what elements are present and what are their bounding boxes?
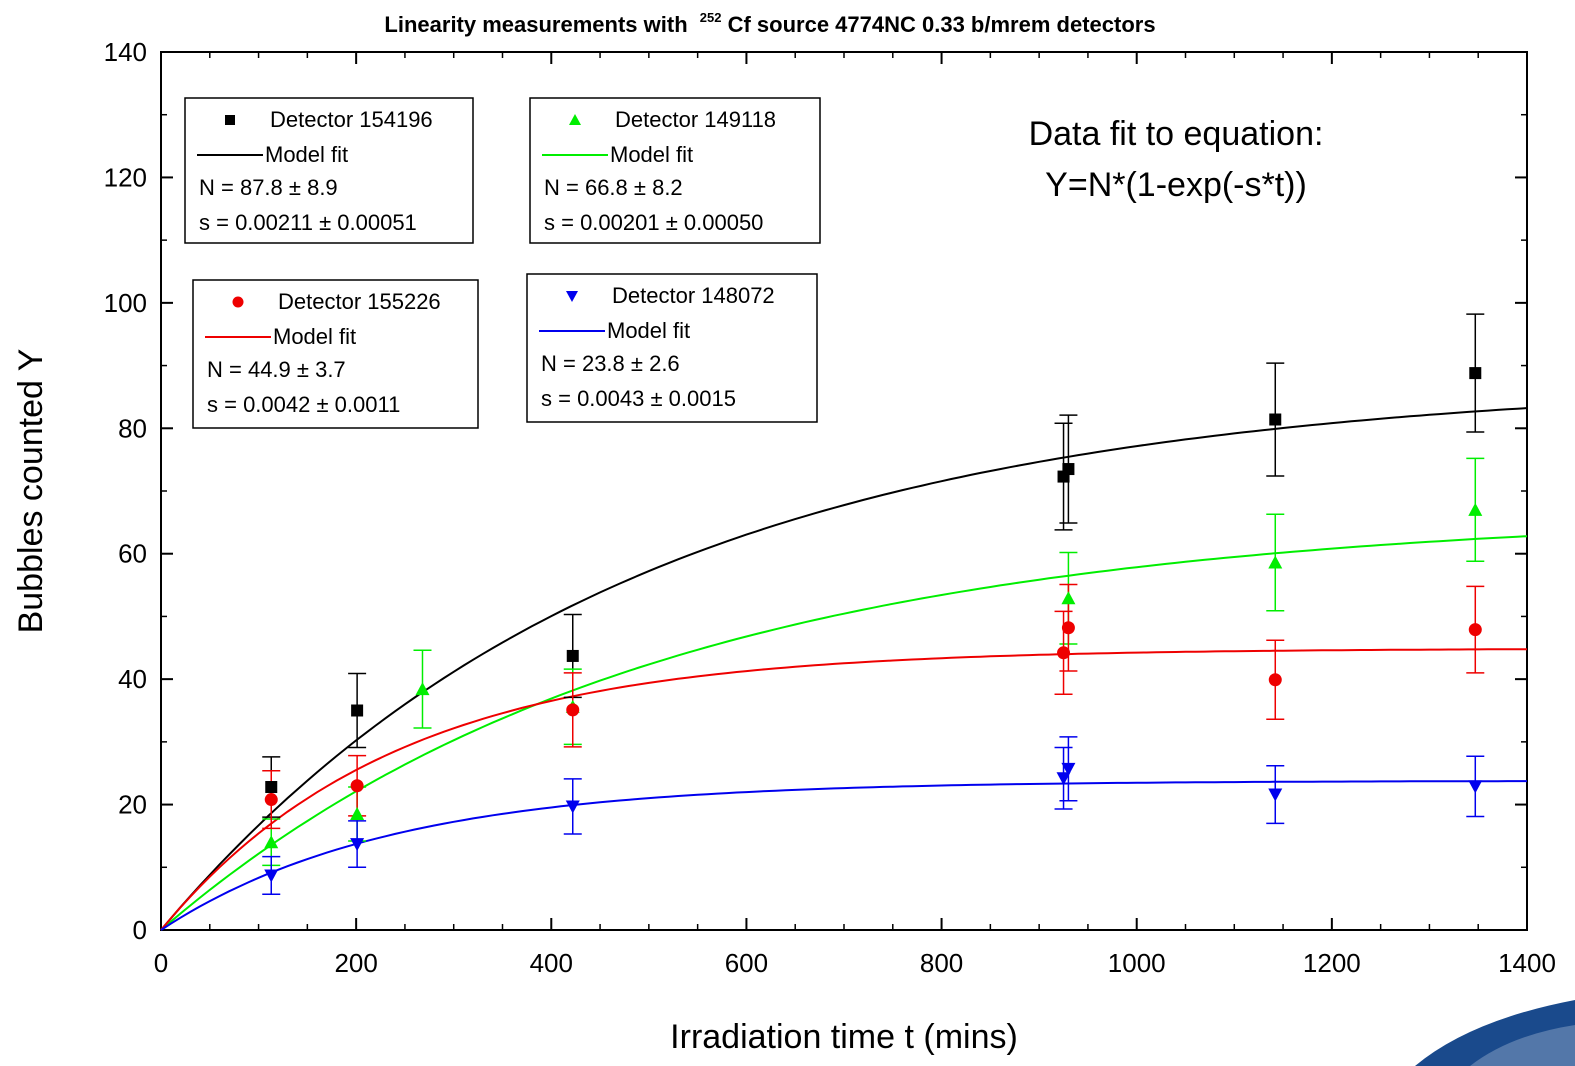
fit-curve (160, 535, 1528, 931)
data-point (566, 703, 580, 717)
legend-box: Detector 154196 Model fit N = 87.8 ± 8.9 s … (184, 97, 474, 244)
x-tick-label: 200 (334, 948, 377, 978)
legend-n-value: N = 87.8 ± 8.9 (199, 175, 338, 200)
legend-frame (526, 273, 818, 423)
data-point (1061, 591, 1076, 605)
legend-series-name: Detector 148072 (612, 283, 775, 308)
x-tick-label: 1400 (1498, 948, 1556, 978)
x-axis-label: Irradiation time t (mins) (670, 1018, 1018, 1056)
logo-highlight (1470, 1025, 1575, 1066)
x-tick-label: 400 (530, 948, 573, 978)
annotation-line1: Data fit to equation: (1029, 115, 1324, 153)
x-tick-label: 1200 (1303, 948, 1361, 978)
data-point (1061, 762, 1076, 776)
legend-box: Detector 149118 Model fit N = 66.8 ± 8.2 s … (529, 97, 821, 244)
data-point (265, 781, 278, 794)
legend-series-name: Detector 155226 (278, 289, 441, 314)
data-point (1061, 621, 1075, 635)
data-point (415, 682, 430, 696)
fit-curves (160, 407, 1528, 931)
legend-n-value: N = 44.9 ± 3.7 (207, 357, 346, 382)
logo-fragment (1415, 1000, 1575, 1066)
y-tick-label: 20 (118, 790, 147, 820)
fit-curve (160, 648, 1527, 931)
data-point (350, 779, 364, 793)
annotation-line2: Y=N*(1-exp(-s*t)) (1045, 166, 1307, 204)
legend-fit-label: Model fit (607, 318, 690, 343)
data-point (1269, 413, 1282, 426)
data-point (350, 806, 365, 820)
legend-fit-label: Model fit (265, 142, 348, 167)
data-point (565, 800, 580, 814)
legend-s-value: s = 0.00201 ± 0.00050 (544, 210, 763, 235)
data-point (264, 869, 279, 883)
data-point (1056, 772, 1071, 786)
title-suffix: Cf source 4774NC 0.33 b/mrem detectors (728, 12, 1156, 37)
data-point (350, 838, 365, 852)
y-tick-label: 140 (104, 37, 147, 67)
y-tick-label: 100 (104, 288, 147, 318)
data-point (1469, 367, 1482, 380)
data-point (264, 835, 279, 849)
legend-series-name: Detector 154196 (270, 107, 433, 132)
y-tick-label: 40 (118, 664, 147, 694)
y-tick-label: 60 (118, 539, 147, 569)
y-tick-label: 80 (118, 413, 147, 443)
x-tick-label: 800 (920, 948, 963, 978)
legend-fit-label: Model fit (610, 142, 693, 167)
data-point (569, 114, 581, 125)
data-point (1468, 780, 1483, 794)
y-tick-label: 0 (133, 915, 147, 945)
legend-s-value: s = 0.00211 ± 0.00051 (199, 210, 417, 235)
data-point (264, 793, 278, 807)
y-axis-label: Bubbles counted Y (12, 349, 50, 634)
tick-labels: 0 200 400 600 800 1000 1200 1400 0 20 40 60 80 100 120… (104, 37, 1556, 978)
data-point (232, 296, 244, 308)
data-point (1268, 788, 1283, 802)
data-point (1468, 502, 1483, 516)
title-main: Linearity measurements with (384, 12, 687, 37)
fit-curve (160, 780, 1527, 931)
title-superscript: 252 (700, 10, 722, 25)
legends: Detector 154196 Model fit N = 87.8 ± 8.9 s … (184, 97, 821, 429)
fit-curve (160, 407, 1528, 931)
data-point (1268, 555, 1283, 569)
legend-s-value: s = 0.0042 ± 0.0011 (207, 392, 400, 417)
data-point (1268, 673, 1282, 687)
x-tick-label: 1000 (1108, 948, 1166, 978)
legend-series-name: Detector 149118 (615, 107, 776, 132)
data-point (351, 704, 364, 717)
x-tick-label: 0 (154, 948, 168, 978)
legend-box: Detector 155226 Model fit N = 44.9 ± 3.7 s … (192, 279, 479, 429)
x-tick-label: 600 (725, 948, 768, 978)
legend-n-value: N = 66.8 ± 8.2 (544, 175, 683, 200)
legend-fit-label: Model fit (273, 324, 356, 349)
legend-s-value: s = 0.0043 ± 0.0015 (541, 386, 736, 411)
legend-n-value: N = 23.8 ± 2.6 (541, 351, 680, 376)
data-point (1057, 646, 1071, 660)
legend-box: Detector 148072 Model fit N = 23.8 ± 2.6 s … (526, 273, 818, 423)
data-point (566, 291, 578, 302)
data-point (566, 649, 579, 662)
axis-ticks (160, 51, 1528, 931)
y-tick-label: 120 (104, 162, 147, 192)
data-point (1062, 463, 1075, 476)
data-point (1468, 623, 1482, 637)
data-point (225, 115, 235, 125)
chart-title: Linearity measurements with 252 Cf sourc… (384, 2, 1155, 37)
data-markers (264, 367, 1483, 883)
